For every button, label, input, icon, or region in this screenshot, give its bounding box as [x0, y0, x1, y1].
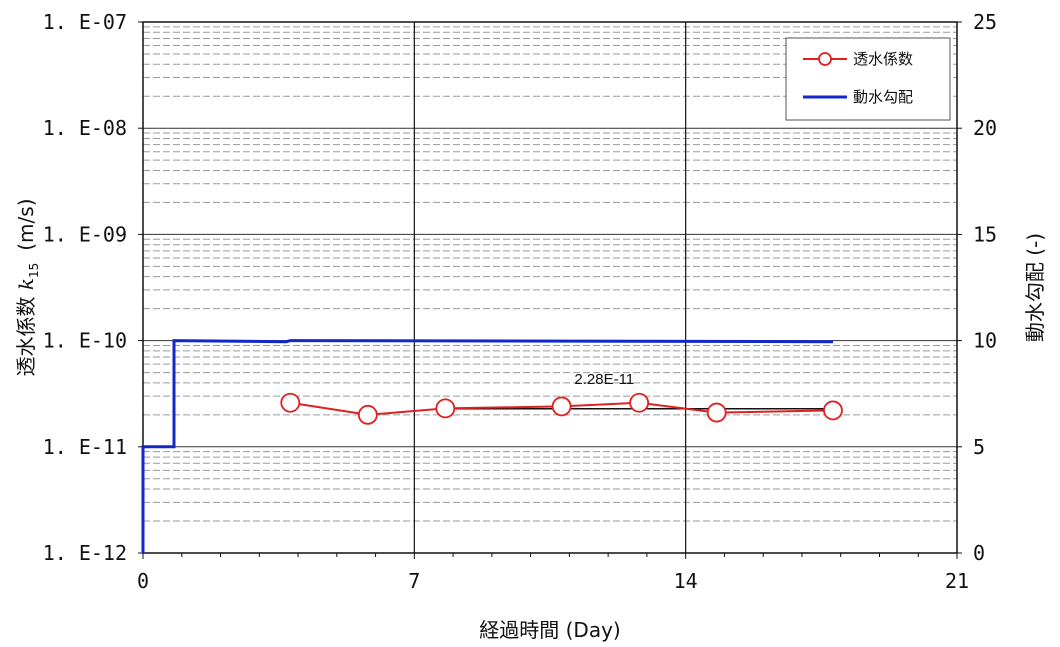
y-axis-title-left: 透水係数 k15 (m/s) [14, 198, 41, 376]
x-tick-label: 14 [674, 569, 698, 593]
data-point-permeability [823, 400, 843, 421]
y-tick-label-left: 1. E-08 [43, 116, 127, 140]
y-axis-title-left-name: 透水係数 [14, 290, 38, 376]
data-point-permeability [280, 392, 301, 413]
x-tick-label: 7 [408, 569, 420, 593]
series-line-hydraulic-gradient [141, 339, 834, 553]
plot-frame [142, 21, 958, 554]
data-point-permeability [357, 404, 378, 425]
x-axis-title: 経過時間 (Day) [479, 618, 620, 642]
data-point-permeability [706, 402, 727, 423]
legend-box [785, 37, 951, 121]
y-tick-label-left: 1. E-11 [43, 435, 127, 459]
y-axis-title-left-unit: (m/s) [14, 198, 38, 250]
y-tick-label-right: 10 [973, 329, 997, 353]
y-axis-title-left-subscript: 15 [27, 263, 41, 278]
y-axis-title-left-group: 透水係数 k15 (m/s) [14, 198, 41, 376]
data-point-permeability [551, 396, 572, 417]
y-tick-label-right: 0 [973, 541, 985, 565]
y-tick-label-right: 20 [973, 116, 997, 140]
grid-lines [143, 21, 957, 554]
x-tick-label: 0 [137, 569, 149, 593]
y-tick-label-right: 25 [973, 10, 997, 34]
y-axis-title-right: 動水勾配 (-) [1023, 233, 1047, 342]
legend-label-permeability: 透水係数 [853, 50, 913, 68]
mean-value-label: 2.28E-11 [574, 371, 634, 388]
y-axis-title-left-symbol: k [14, 278, 38, 290]
y-tick-label-left: 1. E-07 [43, 10, 127, 34]
data-point-permeability [629, 392, 650, 413]
y-tick-label-right: 5 [973, 435, 985, 459]
legend-swatch-permeability-marker [818, 52, 832, 66]
x-tick-label: 21 [945, 569, 969, 593]
data-point-permeability [435, 398, 456, 419]
y-tick-label-left: 1. E-12 [43, 541, 127, 565]
y-tick-label-left: 1. E-10 [43, 329, 127, 353]
y-axis-title-right-group: 動水勾配 (-) [1023, 233, 1047, 342]
legend-label-hydraulic-gradient: 動水勾配 [853, 88, 913, 106]
y-tick-label-left: 1. E-09 [43, 222, 127, 246]
y-tick-label-right: 15 [973, 222, 997, 246]
